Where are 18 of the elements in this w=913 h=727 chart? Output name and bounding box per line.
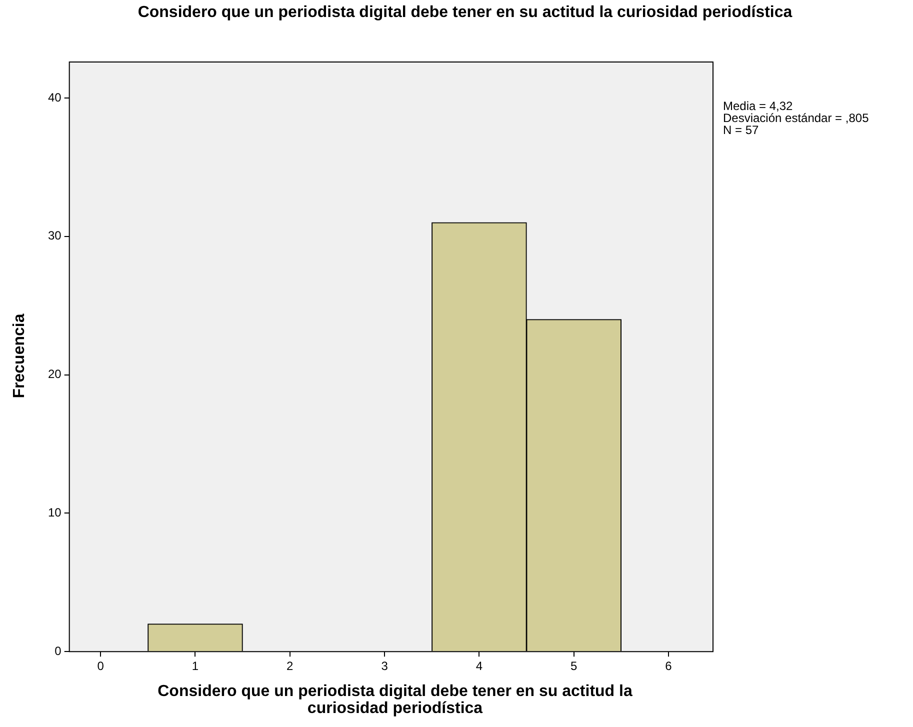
x-tick-label: 2: [286, 659, 294, 674]
text: Desviación estándar = ,805: [723, 111, 869, 125]
text: N = 57: [723, 123, 760, 137]
x-tick-label: 1: [192, 659, 199, 674]
y-tick-label: 0: [54, 644, 62, 658]
text: Media = 4,32: [723, 99, 794, 113]
y-axis-title: Frecuencia: [11, 314, 29, 398]
x-tick-label: 3: [381, 659, 388, 674]
x-tick-label: 6: [665, 659, 672, 674]
y-tick-label: 10: [48, 506, 62, 520]
chart-title: Considero que un periodista digital debe tener en su actitud la curiosidad periodística: [136, 4, 794, 21]
x-axis-title: Considero que un periodista digital debe tener en su actitud la curiosidad periodística: [156, 683, 634, 717]
y-tick-label: 40: [48, 90, 62, 104]
x-tick-label: 0: [97, 659, 104, 674]
y-tick-label: 30: [48, 228, 62, 243]
y-tick-label: 20: [48, 367, 62, 382]
x-tick-label: 5: [570, 659, 578, 674]
x-tick-label: 4: [476, 659, 483, 674]
